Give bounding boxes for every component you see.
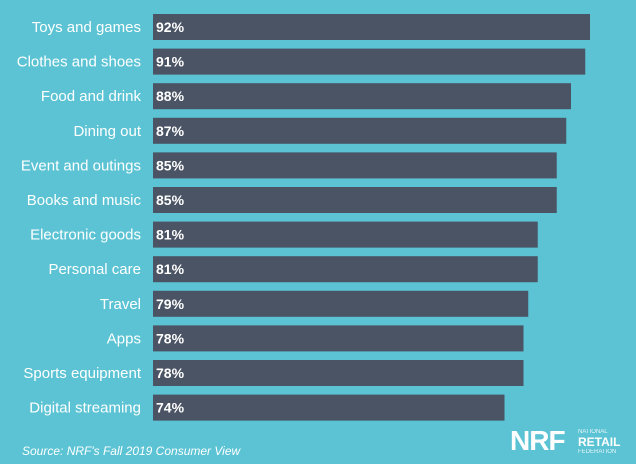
nrf-logo: NRF NATIONAL RETAIL FEDERATION xyxy=(510,426,630,460)
bar-sports-equipment xyxy=(153,360,524,386)
value-label-travel: 79% xyxy=(156,296,185,312)
category-label-clothes-and-shoes: Clothes and shoes xyxy=(17,54,141,71)
value-label-books-and-music: 85% xyxy=(156,192,185,208)
bar-clothes-and-shoes xyxy=(153,48,586,75)
value-label-food-and-drink: 88% xyxy=(156,88,185,104)
category-label-apps: Apps xyxy=(107,330,141,347)
value-label-event-and-outings: 85% xyxy=(156,157,185,173)
value-label-sports-equipment: 78% xyxy=(156,365,185,381)
value-label-dining-out: 87% xyxy=(156,123,185,139)
bar-electronic-goods xyxy=(153,221,538,248)
bar-event-and-outings xyxy=(153,152,557,179)
value-label-digital-streaming: 74% xyxy=(156,400,185,416)
logo-nrf-text: NRF xyxy=(510,425,566,456)
bar-books-and-music xyxy=(153,187,557,213)
bar-digital-streaming xyxy=(153,394,505,421)
bar-apps xyxy=(153,325,524,352)
category-label-personal-care: Personal care xyxy=(48,261,141,278)
category-label-dining-out: Dining out xyxy=(73,123,141,140)
category-label-digital-streaming: Digital streaming xyxy=(29,400,141,417)
bar-chart: Toys and games 92% Clothes and shoes 91% Foo… xyxy=(17,14,590,421)
bar-dining-out xyxy=(153,117,567,144)
category-label-event-and-outings: Event and outings xyxy=(21,157,141,174)
category-label-electronic-goods: Electronic goods xyxy=(30,227,141,244)
category-label-food-and-drink: Food and drink xyxy=(41,88,142,105)
bar-food-and-drink xyxy=(153,83,571,110)
source-note: Source: NRF's Fall 2019 Consumer View xyxy=(22,444,241,458)
value-label-electronic-goods: 81% xyxy=(156,227,185,243)
category-label-sports-equipment: Sports equipment xyxy=(23,365,141,382)
bar-travel xyxy=(153,290,529,317)
bar-personal-care xyxy=(153,256,538,283)
logo-retail-text: RETAIL xyxy=(578,435,621,449)
bar-toys-and-games xyxy=(153,14,590,40)
logo-national-text: NATIONAL xyxy=(578,429,608,435)
value-label-apps: 78% xyxy=(156,330,185,346)
logo-federation-text: FEDERATION xyxy=(578,449,617,455)
category-label-books-and-music: Books and music xyxy=(27,192,142,209)
value-label-toys-and-games: 92% xyxy=(156,19,185,35)
value-label-personal-care: 81% xyxy=(156,261,185,277)
category-label-toys-and-games: Toys and games xyxy=(32,19,141,36)
value-label-clothes-and-shoes: 91% xyxy=(156,54,185,70)
category-label-travel: Travel xyxy=(100,296,141,313)
